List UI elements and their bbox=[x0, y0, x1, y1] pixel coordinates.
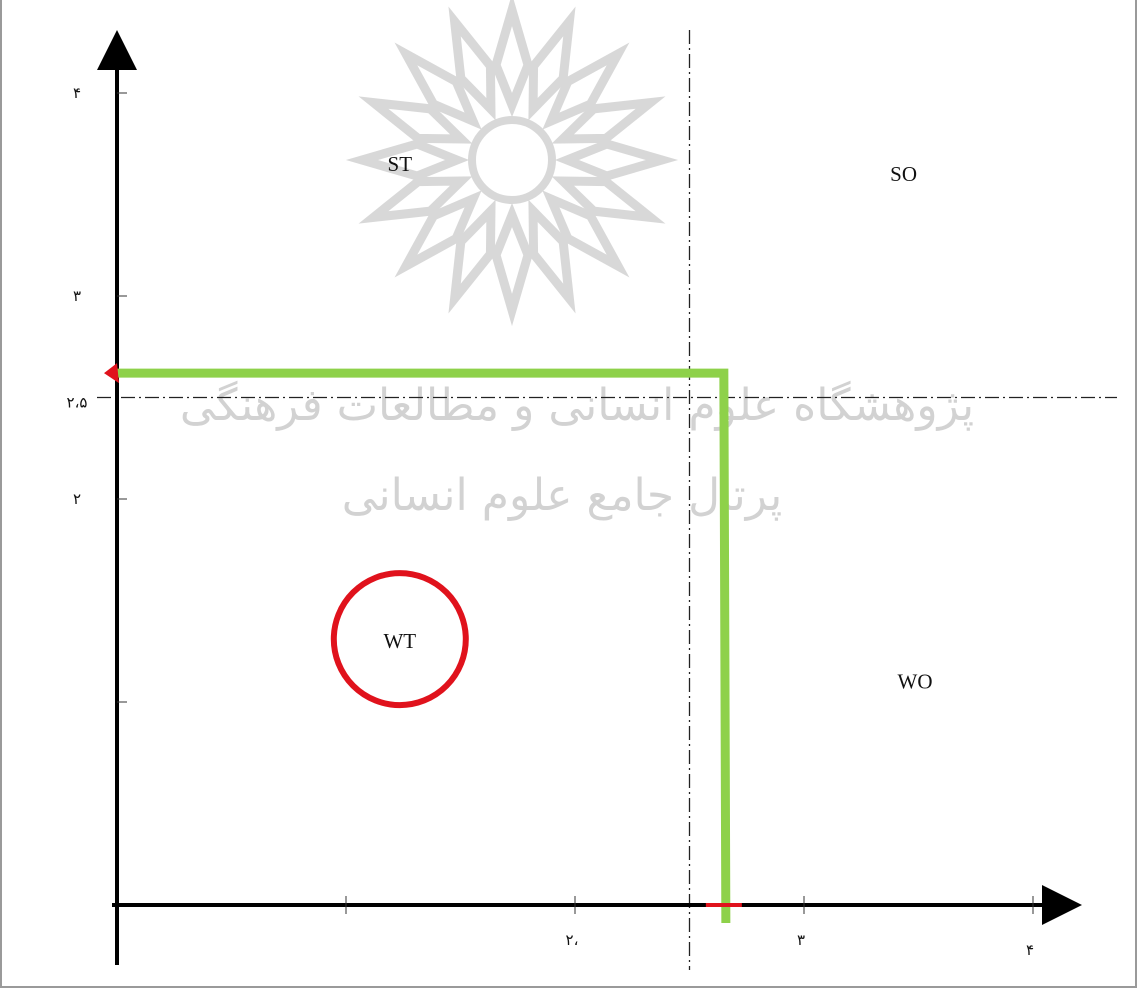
watermark-line-2: پرتال جامع علوم انسانی bbox=[342, 470, 783, 521]
y-tick-label: ۲ bbox=[73, 490, 81, 508]
y-tick-label: ۳ bbox=[73, 287, 81, 305]
quadrant-label-so: SO bbox=[890, 162, 917, 186]
x-tick-label: ۴ bbox=[1026, 941, 1034, 959]
quadrant-labels: ST SO WT WO bbox=[383, 152, 932, 694]
x-tick-label: ۲، bbox=[566, 931, 579, 949]
watermark-line-1: پژوهشگاه علوم انسانی و مطالعات فرهنگی bbox=[180, 380, 974, 431]
quadrant-label-wo: WO bbox=[898, 670, 933, 694]
x-tick-label: ۳ bbox=[797, 931, 805, 949]
quadrant-label-wt: WT bbox=[383, 629, 416, 653]
highlighted-quadrant-circle bbox=[330, 570, 469, 709]
y-tick-label: ۲،۵ bbox=[67, 394, 88, 412]
y-tick-label: ۴ bbox=[73, 84, 81, 102]
y-axis-score-marker bbox=[104, 363, 119, 384]
axis-ticks: ۲، ۳ ۴ ۴ ۳ ۲،۵ ۲ bbox=[67, 84, 1035, 959]
quadrant-label-st: ST bbox=[388, 152, 413, 176]
result-position-lines bbox=[117, 368, 731, 924]
watermark-emblem bbox=[345, 0, 679, 327]
